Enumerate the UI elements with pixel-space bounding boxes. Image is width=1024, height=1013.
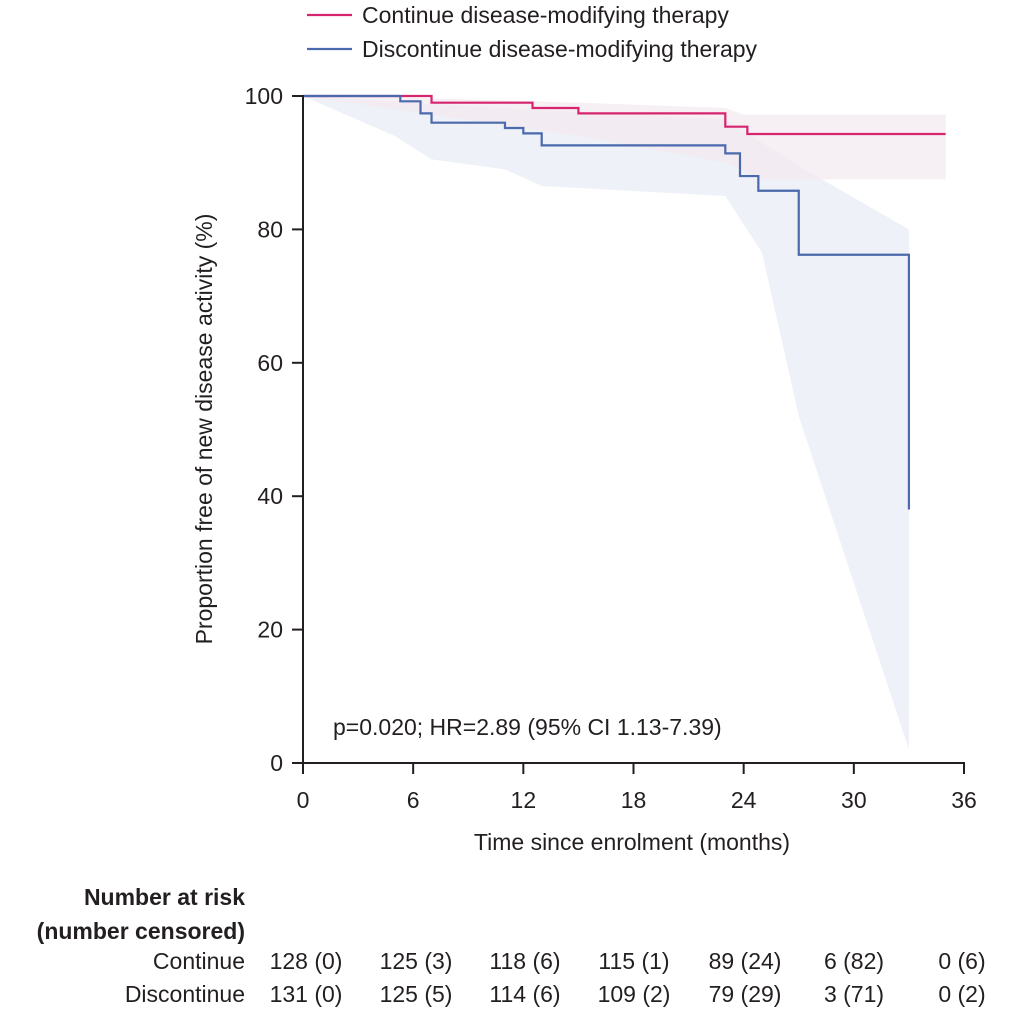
x-tick-label: 18 xyxy=(621,787,647,813)
risk-cell: 131 (0) xyxy=(269,981,343,1007)
legend-label-continue: Continue disease-modifying therapy xyxy=(362,2,729,28)
risk-cell: 109 (2) xyxy=(597,981,671,1007)
legend: Continue disease-modifying therapy Discon… xyxy=(307,2,758,62)
risk-cell: 118 (6) xyxy=(489,948,561,974)
risk-cell: 0 (6) xyxy=(938,948,986,974)
y-tick-label: 100 xyxy=(245,83,283,109)
ci-band-discontinue xyxy=(303,96,909,750)
risk-table-title: Number at risk (number censored) xyxy=(37,880,245,948)
curve-continue xyxy=(303,94,946,136)
curve-discontinue xyxy=(303,94,911,510)
risk-cell: 0 (2) xyxy=(938,981,986,1007)
legend-label-discontinue: Discontinue disease-modifying therapy xyxy=(362,36,758,62)
risk-title-line2: (number censored) xyxy=(36,918,245,944)
y-tick-label: 20 xyxy=(257,617,283,643)
x-tick-label: 6 xyxy=(407,787,420,813)
km-chart: 0 20 40 60 80 100 0 6 12 18 24 30 36 Continue diseas… xyxy=(191,2,977,855)
risk-table: Number at risk (number censored) Continu… xyxy=(0,876,1024,1013)
x-axis-label: Time since enrolment (months) xyxy=(474,829,790,855)
risk-title-line1: Number at risk xyxy=(83,884,245,910)
risk-cell: 115 (1) xyxy=(598,948,670,974)
risk-cell: 125 (3) xyxy=(379,948,453,974)
risk-cell: 125 (5) xyxy=(379,981,453,1007)
risk-row-label: Discontinue xyxy=(124,981,245,1007)
x-tick-label: 30 xyxy=(841,787,867,813)
risk-cell: 79 (29) xyxy=(708,981,782,1007)
y-tick-label: 60 xyxy=(257,350,283,376)
risk-cell: 128 (0) xyxy=(269,948,343,974)
survival-curves xyxy=(303,94,946,510)
x-tick-label: 0 xyxy=(297,787,310,813)
risk-cell: 114 (6) xyxy=(489,981,561,1007)
risk-cell: 3 (71) xyxy=(823,981,885,1007)
confidence-bands xyxy=(303,96,946,750)
y-tick-label: 80 xyxy=(257,216,283,242)
y-tick-label: 40 xyxy=(257,483,283,509)
annotation: p=0.020; HR=2.89 (95% CI 1.13-7.39) xyxy=(333,714,722,740)
y-axis-label: Proportion free of new disease activity … xyxy=(191,214,217,645)
x-tick-label: 36 xyxy=(951,787,977,813)
risk-row-discontinue: Discontinue 131 (0) 125 (5) 114 (6) 109 (2) 7… xyxy=(0,981,1024,1013)
risk-row-label: Continue xyxy=(152,948,245,974)
x-tick-label: 24 xyxy=(731,787,757,813)
x-tick-label: 12 xyxy=(511,787,537,813)
risk-row-continue: Continue 128 (0) 125 (3) 118 (6) 115 (1) 89 (… xyxy=(0,948,1024,980)
risk-cell: 89 (24) xyxy=(708,948,782,974)
axes: 0 20 40 60 80 100 0 6 12 18 24 30 36 xyxy=(245,83,977,813)
risk-cell: 6 (82) xyxy=(823,948,885,974)
y-tick-label: 0 xyxy=(270,750,283,776)
ci-band-continue xyxy=(303,96,946,180)
